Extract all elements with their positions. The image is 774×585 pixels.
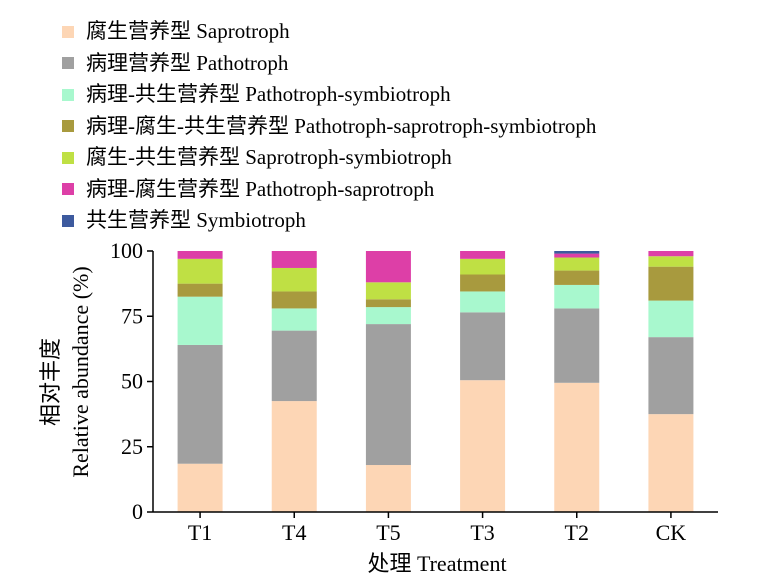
legend-label: 共生营养型 Symbiotroph bbox=[86, 208, 306, 233]
bar-segment bbox=[648, 337, 694, 415]
bar-segment bbox=[177, 296, 223, 345]
bar-segment bbox=[365, 251, 411, 283]
y-tick-label: 25 bbox=[121, 434, 143, 459]
bar-segment bbox=[648, 414, 694, 512]
bar-segment bbox=[460, 380, 506, 512]
legend-swatch bbox=[62, 57, 74, 70]
bars-group bbox=[177, 251, 694, 512]
legend-item: 腐生-共生营养型 Saprotroph-symbiotroph bbox=[62, 142, 596, 174]
bar-segment bbox=[460, 291, 506, 313]
y-axis-label-cn: 相对丰度 bbox=[38, 338, 63, 426]
bar-segment bbox=[460, 258, 506, 275]
legend-swatch bbox=[62, 151, 74, 164]
x-tick-label: T2 bbox=[565, 520, 589, 545]
bar-segment bbox=[460, 251, 506, 259]
legend-label: 病理-腐生营养型 Pathotroph-saprotroph bbox=[86, 176, 435, 201]
bar-segment bbox=[177, 463, 223, 512]
bar-segment bbox=[648, 300, 694, 338]
y-axis-label-en: Relative abundance (%) bbox=[68, 266, 93, 477]
bar-segment bbox=[271, 330, 317, 402]
legend-label: 腐生-共生营养型 Saprotroph-symbiotroph bbox=[86, 145, 452, 170]
legend-label: 腐生营养型 Saprotroph bbox=[86, 19, 290, 44]
bar-segment bbox=[365, 307, 411, 325]
x-tick-label: T5 bbox=[376, 520, 400, 545]
legend-swatch bbox=[62, 183, 74, 196]
legend-item: 病理-腐生-共生营养型 Pathotroph-saprotroph-symbio… bbox=[62, 111, 596, 143]
x-axis-label: 处理 Treatment bbox=[367, 551, 506, 576]
bar-segment bbox=[271, 291, 317, 309]
axes-group: T1 T4 T5 T3 T2 CK 0 25 50 75 100 bbox=[110, 238, 718, 545]
y-tick-label: 0 bbox=[132, 499, 143, 524]
y-tick-label: 75 bbox=[121, 303, 143, 328]
bar-segment bbox=[365, 282, 411, 300]
bar-segment bbox=[554, 270, 600, 285]
bar-segment bbox=[271, 267, 317, 292]
bar-segment bbox=[648, 256, 694, 267]
bar-segment bbox=[554, 253, 600, 258]
legend-item: 腐生营养型 Saprotroph bbox=[62, 16, 596, 48]
x-tick-label: T4 bbox=[282, 520, 306, 545]
bar-segment bbox=[271, 251, 317, 268]
x-tick-label: T1 bbox=[188, 520, 212, 545]
x-tick-label: T3 bbox=[470, 520, 494, 545]
legend-item: 病理-共生营养型 Pathotroph-symbiotroph bbox=[62, 79, 596, 111]
legend-swatch bbox=[62, 214, 74, 227]
bar-segment bbox=[554, 284, 600, 309]
legend-swatch bbox=[62, 120, 74, 133]
bar-segment bbox=[177, 258, 223, 284]
y-tick-label: 100 bbox=[110, 238, 143, 263]
bar-segment bbox=[177, 251, 223, 259]
bar-segment bbox=[554, 251, 600, 254]
bar-segment bbox=[648, 266, 694, 301]
bar-segment bbox=[460, 274, 506, 292]
legend-label: 病理营养型 Pathotroph bbox=[86, 50, 289, 75]
legend-label: 病理-腐生-共生营养型 Pathotroph-saprotroph-symbio… bbox=[86, 113, 597, 138]
legend: 腐生营养型 Saprotroph 病理营养型 Pathotroph 病理-共生营… bbox=[62, 16, 596, 237]
x-tick-label: CK bbox=[656, 520, 687, 545]
bar-segment bbox=[554, 382, 600, 512]
y-tick-label: 50 bbox=[121, 369, 143, 394]
bar-segment bbox=[554, 257, 600, 271]
bar-segment bbox=[177, 344, 223, 464]
bar-segment bbox=[554, 308, 600, 383]
legend-swatch bbox=[62, 88, 74, 101]
bar-segment bbox=[460, 312, 506, 381]
legend-swatch bbox=[62, 25, 74, 38]
bar-segment bbox=[271, 401, 317, 512]
bar-segment bbox=[271, 308, 317, 331]
bar-segment bbox=[365, 324, 411, 466]
bar-segment bbox=[648, 251, 694, 257]
bar-segment bbox=[365, 465, 411, 512]
legend-item: 病理-腐生营养型 Pathotroph-saprotroph bbox=[62, 174, 596, 206]
bar-segment bbox=[177, 283, 223, 297]
legend-item: 共生营养型 Symbiotroph bbox=[62, 205, 596, 237]
bar-segment bbox=[365, 299, 411, 308]
legend-item: 病理营养型 Pathotroph bbox=[62, 48, 596, 80]
legend-label: 病理-共生营养型 Pathotroph-symbiotroph bbox=[86, 82, 451, 107]
